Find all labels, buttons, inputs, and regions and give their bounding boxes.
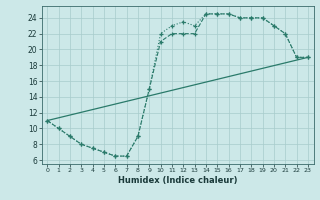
- X-axis label: Humidex (Indice chaleur): Humidex (Indice chaleur): [118, 176, 237, 185]
